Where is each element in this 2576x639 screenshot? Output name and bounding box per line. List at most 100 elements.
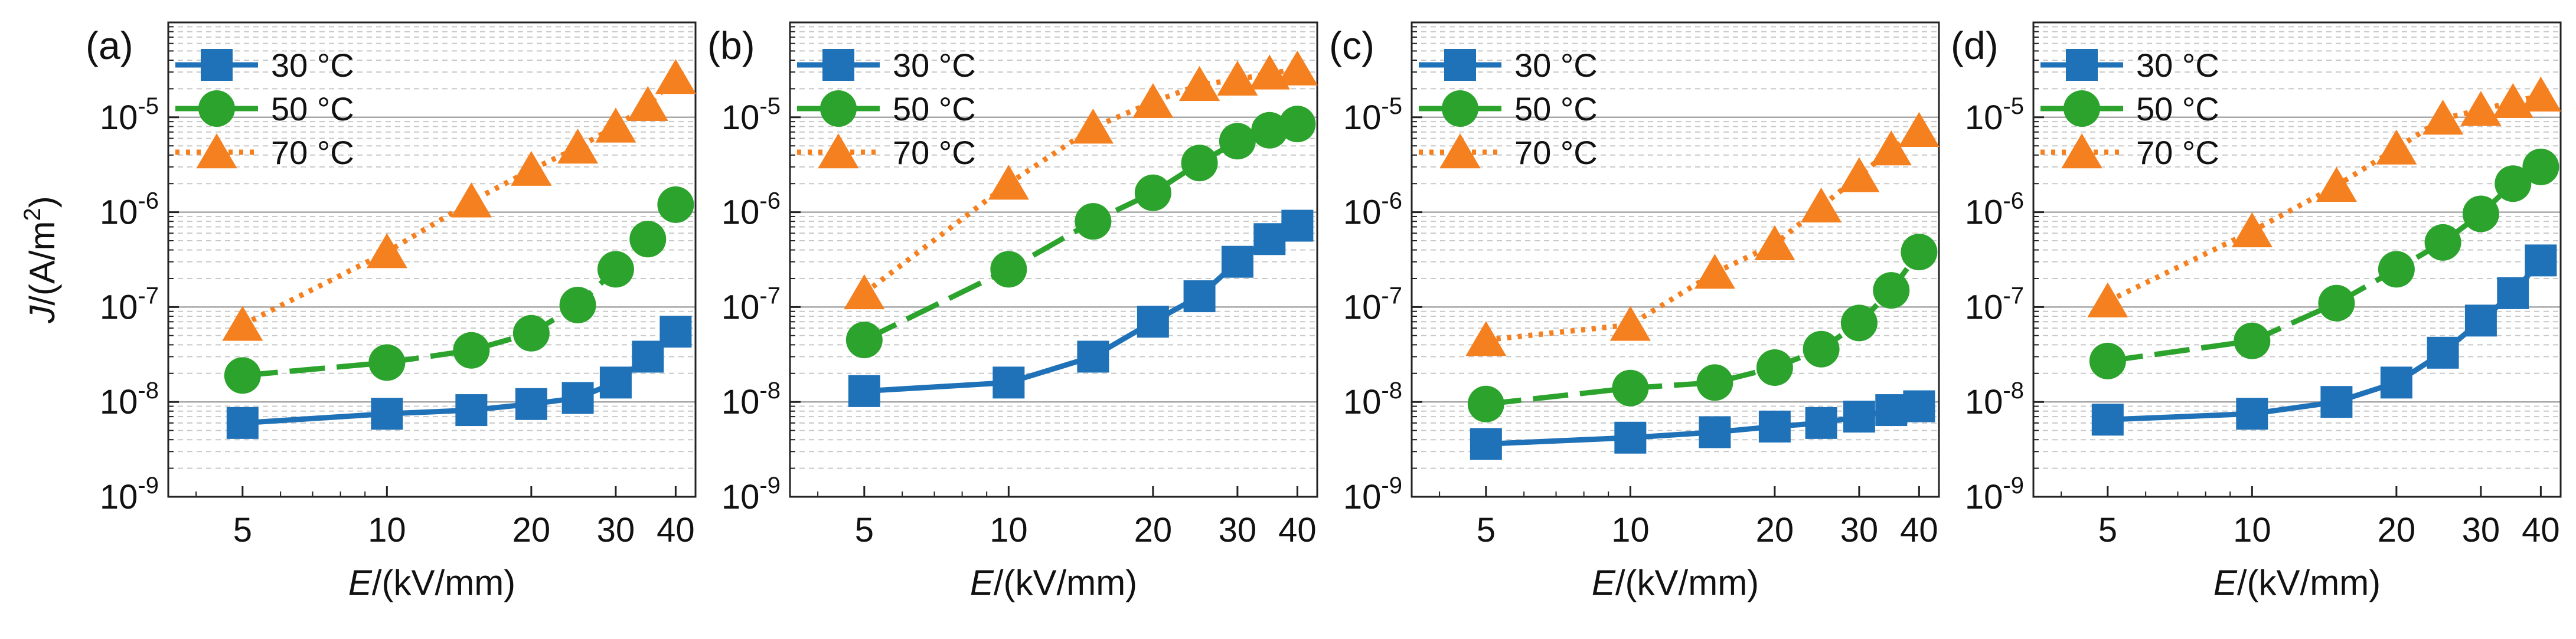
data-point	[1276, 50, 1318, 86]
x-tick-label: 20	[1134, 511, 1173, 549]
chart-panel-3: 10-9 10-8 10-7 10-6 10-5 5 10 20 30 40 E/(kV/mm) (c…	[1329, 21, 1940, 602]
legend-marker	[1439, 133, 1481, 169]
data-point	[515, 388, 547, 420]
x-tick-label: 10	[1611, 511, 1650, 549]
data-point	[1696, 364, 1733, 401]
x-tick-label: 5	[233, 511, 252, 549]
series-line	[241, 76, 678, 327]
series-1	[1470, 390, 1935, 460]
data-point	[2316, 166, 2357, 202]
data-point	[990, 251, 1027, 288]
x-axis-label: E/(kV/mm)	[348, 563, 515, 602]
data-point	[1801, 187, 1842, 223]
series-2	[224, 186, 694, 394]
legend-label: 70 °C	[271, 134, 354, 171]
data-point	[2427, 336, 2459, 369]
data-point	[1875, 394, 1908, 427]
data-point	[366, 233, 407, 268]
data-point	[2087, 282, 2128, 317]
data-point	[1903, 390, 1935, 422]
plot-frame	[167, 21, 697, 498]
data-point	[2376, 129, 2417, 165]
x-axis-label: E/(kV/mm)	[1592, 563, 1759, 602]
x-tick-label: 5	[855, 511, 874, 549]
series-1	[848, 209, 1314, 407]
x-tick-label: 20	[1756, 511, 1794, 549]
data-point	[1843, 401, 1875, 433]
x-axis-label: E/(kV/mm)	[970, 563, 1137, 602]
legend-label: 70 °C	[2136, 134, 2219, 171]
data-point	[1075, 203, 1112, 240]
series-3	[1465, 112, 1940, 356]
plot-frame	[789, 21, 1318, 498]
data-point	[1839, 157, 1880, 192]
x-tick-label: 20	[2378, 511, 2416, 549]
chart-panel-2: 10-9 10-8 10-7 10-6 10-5 5 10 20 30 40 E/(kV/mm) (b…	[707, 21, 1318, 602]
legend-label: 30 °C	[893, 47, 976, 84]
data-point	[2378, 251, 2415, 288]
legend-label: 30 °C	[2136, 47, 2219, 84]
data-point	[1614, 421, 1647, 454]
y-tick-label: 10-7	[100, 283, 159, 326]
series-2	[1467, 234, 1938, 422]
panel-label: (c)	[1329, 24, 1374, 67]
data-point	[1221, 245, 1253, 278]
x-tick-label: 10	[368, 511, 406, 549]
data-point	[2422, 99, 2464, 135]
data-point	[845, 322, 883, 359]
data-point	[629, 221, 667, 258]
legend-marker	[198, 90, 235, 127]
data-point	[1219, 123, 1256, 160]
data-point	[2091, 404, 2124, 436]
data-point	[2464, 304, 2497, 337]
series-1	[226, 316, 692, 439]
data-point	[1754, 225, 1795, 261]
x-tick-label: 40	[2522, 511, 2560, 549]
y-tick-label: 10-6	[100, 188, 159, 232]
data-point	[2522, 148, 2559, 185]
data-point	[597, 251, 634, 288]
y-tick-label: 10-6	[1343, 188, 1402, 232]
x-tick-label: 20	[512, 511, 551, 549]
data-point	[1840, 304, 1878, 342]
y-tick-label: 10-8	[1343, 378, 1402, 421]
data-point	[1134, 174, 1171, 211]
data-point	[453, 332, 490, 369]
legend-marker	[1444, 49, 1476, 81]
data-point	[1612, 369, 1649, 407]
y-tick-label: 10-8	[721, 378, 781, 421]
data-point	[1805, 407, 1837, 439]
legend-label: 50 °C	[271, 90, 354, 127]
data-point	[1183, 280, 1216, 313]
series-3	[2087, 76, 2561, 317]
data-point	[222, 306, 263, 341]
series-3	[844, 50, 1318, 310]
data-point	[2495, 165, 2532, 202]
legend-label: 50 °C	[893, 90, 976, 127]
data-point	[2318, 284, 2355, 322]
series-3	[222, 59, 696, 341]
data-point	[2462, 195, 2499, 232]
series-line	[1485, 128, 1921, 343]
x-tick-label: 40	[657, 511, 695, 549]
legend-marker	[820, 90, 857, 127]
data-point	[595, 107, 636, 143]
y-tick-label: 10-9	[1343, 473, 1402, 516]
legend-marker	[2066, 49, 2098, 81]
data-point	[627, 86, 668, 122]
data-point	[371, 398, 403, 430]
data-point	[368, 344, 406, 381]
panel-label: (a)	[86, 24, 133, 67]
plot-frame	[2032, 21, 2562, 498]
data-point	[226, 407, 259, 439]
y-tick-label: 10-5	[1343, 93, 1402, 137]
panel-label: (d)	[1951, 24, 1999, 67]
y-tick-label: 10-5	[721, 93, 781, 137]
y-tick-label: 10-9	[721, 473, 781, 516]
data-point	[1756, 349, 1793, 386]
chart-panel-4: 10-9 10-8 10-7 10-6 10-5 5 10 20 30 40 E/(kV/mm) (d…	[1951, 21, 2562, 602]
legend-label: 50 °C	[1514, 90, 1598, 127]
y-tick-label: 10-9	[100, 473, 159, 516]
series-1	[2091, 244, 2557, 436]
data-point	[1072, 109, 1114, 144]
